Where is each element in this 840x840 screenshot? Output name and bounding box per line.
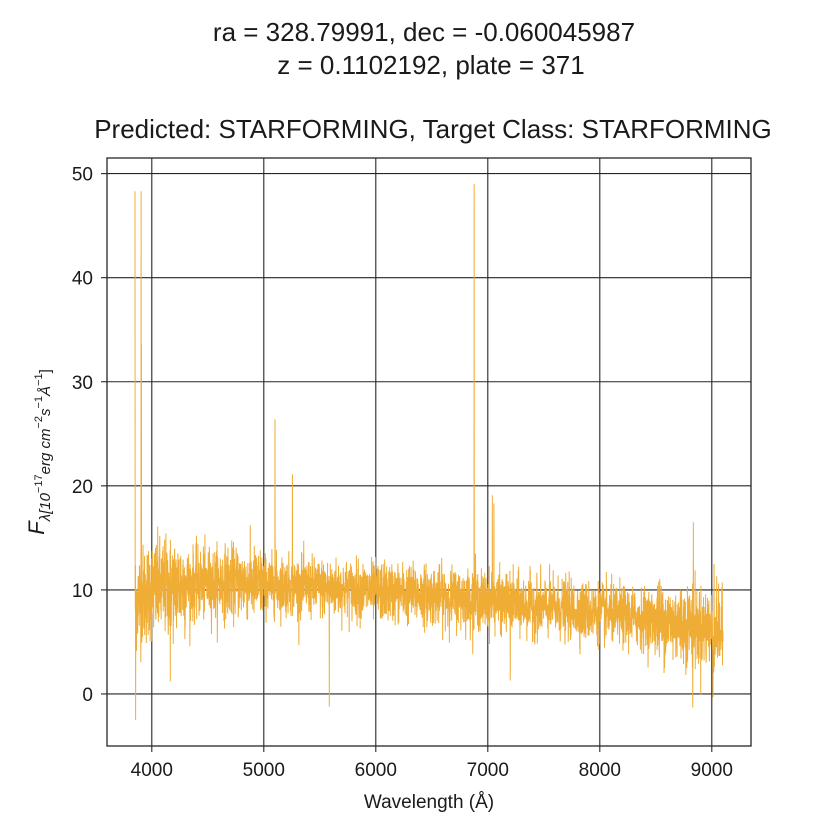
- x-tick-label: 6000: [355, 760, 397, 781]
- title-line-2: z = 0.1102192, plate = 371: [277, 50, 584, 80]
- x-tick-label: 9000: [691, 760, 733, 781]
- x-axis-label: Wavelength (Å): [364, 792, 494, 813]
- y-tick-label: 10: [72, 581, 93, 602]
- y-tick-label: 30: [72, 373, 93, 394]
- plot-frame: [106, 157, 752, 747]
- y-axis-ticks: 0 10 20 30 40 50: [72, 165, 107, 706]
- title-line-3: Predicted: STARFORMING, Target Class: ST…: [94, 114, 772, 144]
- grid-lines: [107, 158, 751, 746]
- x-tick-label: 4000: [131, 760, 173, 781]
- x-tick-label: 5000: [243, 760, 285, 781]
- x-axis-ticks: 4000 5000 6000 7000 8000 9000: [131, 746, 733, 781]
- spectrum-line: [134, 184, 724, 720]
- y-tick-label: 50: [72, 165, 93, 186]
- x-tick-label: 7000: [467, 760, 509, 781]
- title-line-1: ra = 328.79991, dec = -0.060045987: [213, 17, 635, 47]
- y-tick-label: 0: [82, 685, 93, 706]
- x-tick-label: 8000: [579, 760, 621, 781]
- y-tick-label: 20: [72, 477, 93, 498]
- plot-area: [134, 184, 724, 720]
- y-axis-label: Fλ[10−17erg cm−2s−1Å−1]: [24, 369, 54, 535]
- chart-title: ra = 328.79991, dec = -0.060045987 z = 0…: [94, 17, 772, 144]
- y-tick-label: 40: [72, 269, 93, 290]
